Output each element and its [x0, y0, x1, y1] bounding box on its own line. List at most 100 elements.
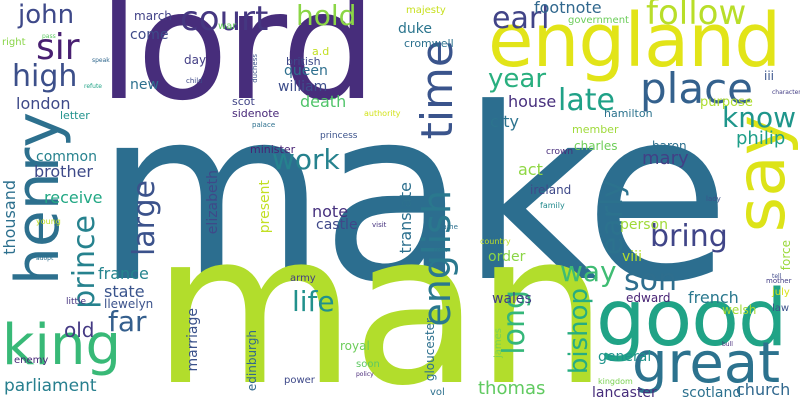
word-william: william: [278, 79, 328, 95]
word-vol: vol: [430, 387, 445, 398]
word-lord: lord: [98, 0, 377, 134]
word-refer: refer: [434, 247, 449, 254]
word-viii: viii: [622, 249, 642, 265]
word-castle: castle: [316, 217, 358, 233]
word-mary: mary: [642, 148, 689, 169]
word-king: king: [2, 313, 122, 378]
word-young: young: [36, 217, 61, 226]
word-character: character: [772, 89, 800, 96]
word-person: person: [620, 217, 668, 233]
word-large: large: [127, 180, 162, 257]
word-family: family: [540, 201, 565, 210]
word-right: right: [2, 37, 26, 48]
word-marriage: marriage: [185, 308, 201, 372]
word-good: good: [596, 274, 787, 364]
word-make: make: [95, 58, 730, 335]
word-government: government: [568, 15, 629, 26]
word-place: place: [640, 64, 753, 113]
word-french: french: [688, 288, 739, 307]
word-old: old: [64, 318, 95, 342]
word-hamilton: hamilton: [604, 107, 653, 120]
word-life: life: [292, 285, 335, 318]
word-princess: princess: [320, 131, 358, 141]
word-majesty: majesty: [406, 5, 446, 16]
word-common: common: [36, 149, 97, 165]
word-purpose: purpose: [700, 95, 753, 110]
word-year: year: [488, 64, 547, 94]
word-note: note: [312, 202, 349, 221]
word-elizabeth: elizabeth: [205, 170, 221, 235]
word-crown: crown: [546, 147, 574, 157]
word-prince: prince: [67, 215, 102, 309]
word-palace: palace: [252, 121, 276, 129]
word-refute: refute: [84, 83, 102, 90]
word-order: order: [488, 249, 526, 265]
word-visit: visit: [372, 221, 387, 229]
word-member: member: [572, 123, 619, 136]
word-july: july: [772, 287, 790, 298]
word-edinburgh: edinburgh: [245, 330, 259, 392]
word-sir: sir: [36, 27, 80, 68]
word-sidenote: sidenote: [232, 107, 280, 120]
word-hold: hold: [296, 0, 357, 32]
word-authority: authority: [364, 109, 401, 118]
word-son: son: [624, 263, 677, 298]
word-policy: policy: [356, 371, 374, 378]
word-bull: bull: [722, 341, 733, 348]
word-little: little: [66, 297, 87, 307]
word-mother: mother: [766, 277, 792, 285]
word-general: general: [598, 349, 652, 365]
word-late: late: [558, 83, 615, 118]
word-way: way: [560, 255, 617, 288]
word-earl: earl: [492, 1, 550, 36]
word-scotland: scotland: [682, 385, 742, 400]
word-army: army: [290, 273, 316, 284]
word-far: far: [108, 305, 147, 338]
word-footnote: footnote: [534, 0, 602, 17]
word-present: present: [257, 180, 273, 234]
word-follow: follow: [646, 0, 747, 33]
word-high: high: [12, 59, 78, 94]
word-speak: speak: [92, 57, 110, 64]
word-france: france: [98, 264, 149, 283]
word-england: england: [488, 0, 781, 84]
word-act: act: [518, 160, 543, 179]
word-lancaster: lancaster: [592, 385, 657, 400]
word-war: war: [218, 21, 237, 32]
word-minister: minister: [250, 143, 296, 156]
word-time: time: [412, 40, 463, 140]
word-adopt: adopt: [36, 255, 54, 262]
word-come: come: [130, 27, 169, 43]
word-gloucester: gloucester: [423, 318, 437, 382]
word-bring: bring: [650, 219, 728, 254]
word-bishop: bishop: [564, 288, 594, 375]
word-ireland: ireland: [530, 183, 572, 197]
word-soon: soon: [356, 359, 380, 370]
word-law: law: [772, 303, 790, 314]
word-parliament: parliament: [4, 376, 97, 396]
word-iii: iii: [764, 69, 775, 83]
word-london: london: [16, 94, 71, 113]
word-ad: a.d: [312, 45, 330, 58]
word-james: james: [493, 328, 504, 359]
word-thomas: thomas: [478, 378, 546, 399]
word-philip: philip: [736, 128, 786, 149]
word-new: new: [130, 77, 159, 93]
word-court: court: [180, 0, 269, 39]
word-state: state: [104, 282, 145, 301]
word-force: force: [779, 240, 793, 271]
word-english: english: [415, 190, 459, 327]
word-llewelyn: llewelyn: [104, 297, 154, 311]
word-duke: duke: [398, 21, 432, 37]
word-work: work: [272, 143, 340, 176]
word-royal: royal: [340, 339, 370, 353]
word-day: day: [184, 53, 207, 67]
word-kingdom: kingdom: [598, 377, 633, 386]
word-church: church: [736, 380, 791, 399]
word-cromwell: cromwell: [404, 37, 454, 50]
word-british: british: [286, 55, 321, 68]
word-charles: charles: [574, 139, 618, 153]
word-tell: tell: [772, 273, 782, 280]
word-wales: wales: [492, 291, 532, 307]
